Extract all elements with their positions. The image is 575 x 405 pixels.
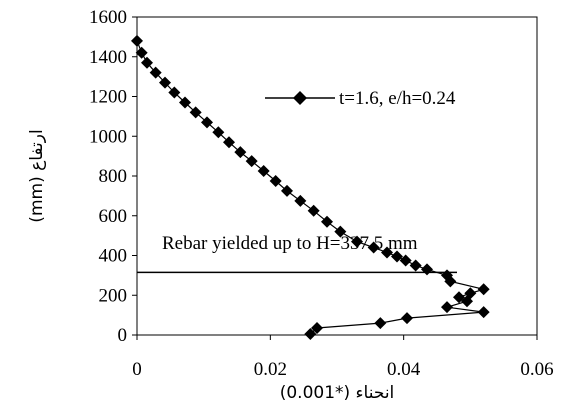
data-point (149, 66, 162, 79)
x-tick-label: 0 (132, 359, 142, 380)
plot-area (136, 16, 538, 336)
data-point (269, 174, 282, 187)
data-point (409, 259, 422, 272)
x-tick-label: 0.02 (254, 359, 287, 380)
y-tick-label: 800 (99, 166, 128, 187)
x-tick-label: 0.04 (387, 359, 421, 380)
data-point (374, 317, 387, 330)
data-point (351, 235, 363, 248)
y-tick-label: 200 (99, 285, 128, 306)
data-point (234, 146, 247, 159)
data-point (159, 76, 171, 89)
y-tick-label: 1600 (89, 7, 127, 28)
data-point (334, 225, 347, 238)
data-point (304, 328, 317, 341)
data-point (461, 295, 473, 308)
data-point (381, 246, 393, 259)
data-point (399, 254, 412, 267)
data-point (294, 194, 307, 207)
data-point (179, 96, 191, 109)
y-axis-label: ارتفاع (mm) (27, 129, 47, 222)
legend: t=1.6, e/h=0.24 (265, 88, 456, 109)
data-point (477, 306, 490, 319)
data-point (245, 155, 258, 168)
x-axis-label: انحناء (*0.001) (280, 383, 395, 403)
data-point (212, 126, 225, 139)
data-point (421, 263, 433, 276)
data-point (367, 241, 380, 254)
data-point (441, 301, 453, 314)
data-point (401, 312, 413, 325)
data-point (311, 322, 323, 335)
y-tick-label: 400 (99, 246, 128, 267)
data-point (257, 165, 270, 178)
data-point (391, 250, 403, 263)
data-point (307, 204, 320, 217)
data-point (477, 283, 490, 296)
series-group (131, 34, 490, 341)
data-point (444, 275, 457, 288)
y-tick-label: 1000 (89, 126, 127, 147)
axes: 0 200 400 600 800 1000 1200 1400 1600 0 0.02 0.04 0.… (89, 7, 554, 380)
x-tick-label: 0.06 (520, 359, 553, 380)
data-point (168, 86, 181, 99)
data-point (135, 46, 148, 59)
plot-frame (136, 16, 538, 336)
data-point (131, 34, 143, 47)
data-point (223, 136, 235, 149)
y-tick-label: 1400 (89, 47, 127, 68)
legend-marker (293, 91, 307, 105)
reference-line-label: Rebar yielded up to H=337.5 mm (162, 233, 418, 254)
data-point (281, 184, 293, 197)
y-tick-label: 1200 (89, 87, 127, 108)
legend-label: t=1.6, e/h=0.24 (339, 88, 456, 109)
data-point (141, 56, 153, 69)
data-point (201, 116, 213, 129)
y-tick-label: 600 (99, 206, 128, 227)
data-point (321, 215, 333, 228)
data-point (189, 106, 202, 119)
y-tick-label: 0 (118, 325, 128, 346)
